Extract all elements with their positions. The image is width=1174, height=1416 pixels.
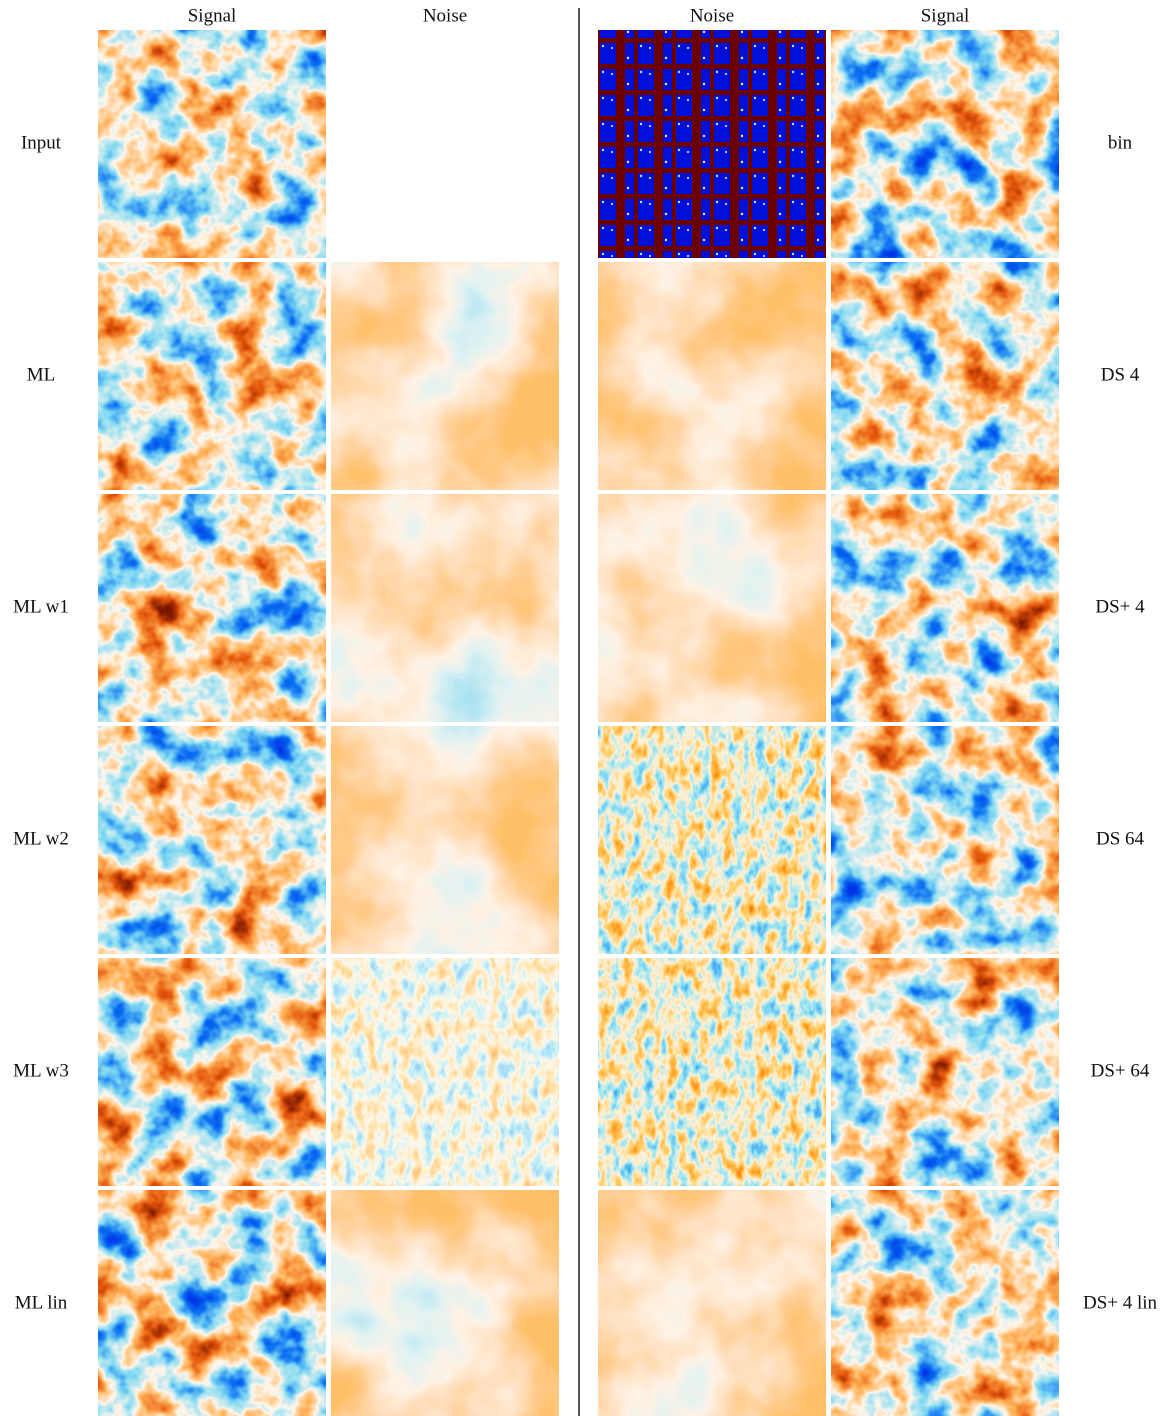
noise-map [598, 494, 826, 722]
signal-map [98, 30, 326, 258]
signal-map [98, 494, 326, 722]
row-label: DS+ 64 [1091, 1060, 1150, 1081]
row-label: ML lin [15, 1292, 68, 1313]
noise-map [598, 1190, 826, 1416]
signal-map [98, 958, 326, 1186]
signal-map [831, 262, 1059, 490]
row-label: DS+ 4 [1095, 596, 1145, 617]
row-label: ML w2 [13, 828, 69, 849]
signal-map [831, 1190, 1059, 1416]
row-label: ML [27, 364, 56, 385]
row-label: ML w3 [13, 1060, 69, 1081]
row-label: Input [21, 132, 62, 153]
noise-map [598, 262, 826, 490]
noise-map [331, 494, 559, 722]
noise-map [331, 262, 559, 490]
column-header: Signal [921, 5, 970, 26]
signal-map [831, 494, 1059, 722]
row-label: DS 4 [1101, 364, 1140, 385]
signal-map [98, 1190, 326, 1416]
signal-map [831, 30, 1059, 258]
signal-map [98, 726, 326, 954]
noise-map [331, 726, 559, 954]
column-header: Noise [690, 5, 734, 26]
noise-map [331, 958, 559, 1186]
signal-map [98, 262, 326, 490]
noise-map [598, 726, 826, 954]
signal-map [831, 958, 1059, 1186]
noise-map [598, 30, 826, 258]
noise-map [331, 1190, 559, 1416]
row-label: ML w1 [13, 596, 69, 617]
column-header: Noise [423, 5, 467, 26]
row-label: DS 64 [1096, 828, 1145, 849]
row-label: DS+ 4 lin [1083, 1292, 1158, 1313]
noise-map [598, 958, 826, 1186]
column-header: Signal [188, 5, 237, 26]
row-label: bin [1108, 132, 1133, 153]
signal-map [831, 726, 1059, 954]
